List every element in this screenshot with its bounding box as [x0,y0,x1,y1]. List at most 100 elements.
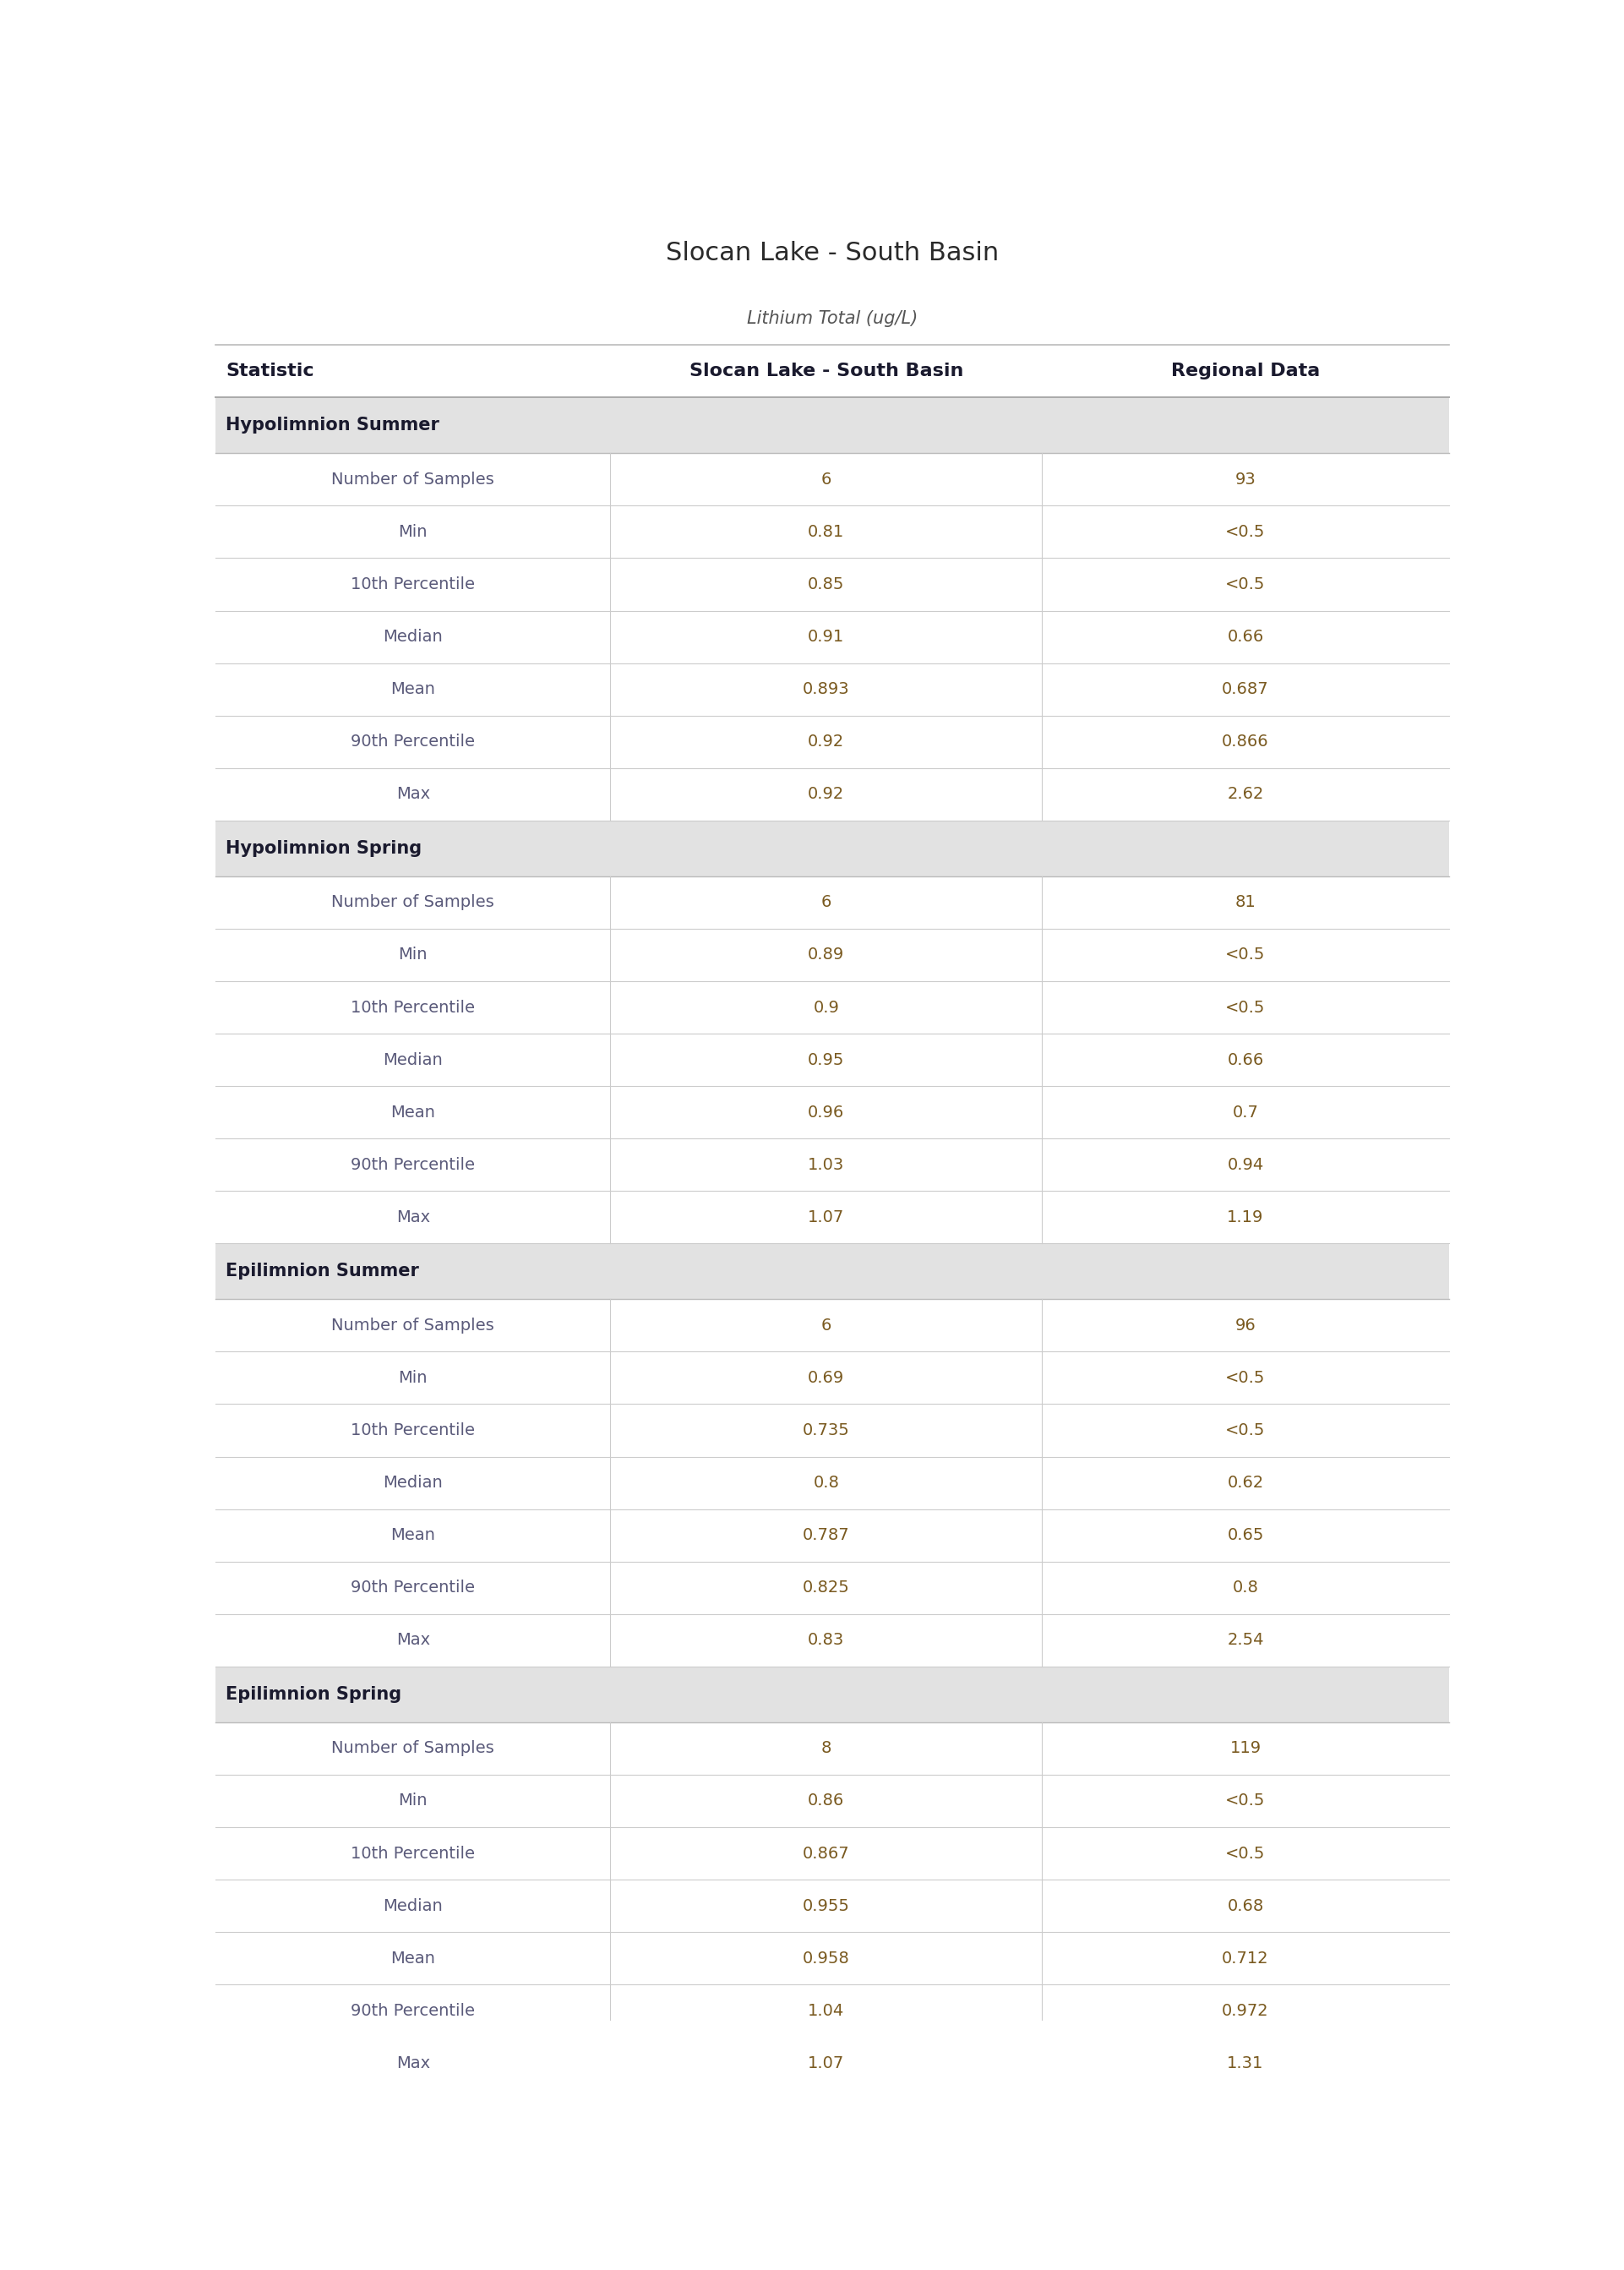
Text: Mean: Mean [391,1528,435,1544]
Text: 0.69: 0.69 [807,1369,844,1387]
Text: 8: 8 [820,1741,831,1757]
Bar [216,1984,1449,2036]
Text: 0.8: 0.8 [814,1476,840,1491]
Bar [216,1033,1449,1085]
Text: 93: 93 [1234,472,1255,488]
Text: 0.867: 0.867 [802,1846,849,1861]
Text: Median: Median [383,1051,443,1067]
Text: 0.83: 0.83 [807,1632,844,1648]
Text: Median: Median [383,1898,443,1914]
Bar [216,506,1449,558]
Text: 1.04: 1.04 [807,2002,844,2018]
Text: 0.92: 0.92 [807,733,844,749]
Text: 0.65: 0.65 [1228,1528,1263,1544]
Text: 0.687: 0.687 [1221,681,1268,697]
Text: 10th Percentile: 10th Percentile [351,1423,476,1439]
Text: 119: 119 [1229,1741,1262,1757]
Text: 90th Percentile: 90th Percentile [351,2002,476,2018]
Text: Mean: Mean [391,681,435,697]
Text: 0.66: 0.66 [1228,1051,1263,1067]
Text: 90th Percentile: 90th Percentile [351,1580,476,1596]
Text: 0.85: 0.85 [807,577,844,592]
Text: 90th Percentile: 90th Percentile [351,733,476,749]
Bar [216,1827,1449,1880]
Text: <0.5: <0.5 [1226,1369,1265,1387]
Text: 0.68: 0.68 [1228,1898,1263,1914]
Text: 0.825: 0.825 [802,1580,849,1596]
Text: Mean: Mean [391,1103,435,1121]
Bar [216,1244,1449,1298]
Text: 0.866: 0.866 [1221,733,1268,749]
Text: 0.972: 0.972 [1221,2002,1268,2018]
Bar [216,1666,1449,1723]
Text: 0.893: 0.893 [802,681,849,697]
Text: 96: 96 [1234,1317,1255,1332]
Bar [216,1298,1449,1351]
Text: Median: Median [383,629,443,645]
Bar [216,1723,1449,1775]
Text: <0.5: <0.5 [1226,1423,1265,1439]
Text: Median: Median [383,1476,443,1491]
Text: 1.07: 1.07 [807,1210,844,1226]
Text: 0.7: 0.7 [1233,1103,1259,1121]
Text: 0.81: 0.81 [807,524,844,540]
Text: 6: 6 [820,472,831,488]
Text: 0.8: 0.8 [1233,1580,1259,1596]
Bar [216,819,1449,876]
Text: Min: Min [398,524,427,540]
Bar [216,1614,1449,1666]
Bar [216,454,1449,506]
Text: 0.9: 0.9 [814,999,840,1015]
Text: Max: Max [396,785,430,801]
Text: <0.5: <0.5 [1226,1793,1265,1809]
Text: Slocan Lake - South Basin: Slocan Lake - South Basin [689,363,963,379]
Text: 0.89: 0.89 [807,947,844,962]
Text: 0.66: 0.66 [1228,629,1263,645]
Text: Number of Samples: Number of Samples [331,1741,494,1757]
Text: 0.95: 0.95 [807,1051,844,1067]
Text: <0.5: <0.5 [1226,999,1265,1015]
Bar [216,1562,1449,1614]
Text: Epilimnion Summer: Epilimnion Summer [226,1262,419,1280]
Bar [216,2036,1449,2088]
Text: 0.955: 0.955 [802,1898,849,1914]
Text: Slocan Lake - South Basin: Slocan Lake - South Basin [666,241,999,266]
Bar [216,1351,1449,1405]
Bar [216,1192,1449,1244]
Bar [216,928,1449,981]
Text: 10th Percentile: 10th Percentile [351,577,476,592]
Text: <0.5: <0.5 [1226,947,1265,962]
Text: Statistic: Statistic [226,363,313,379]
Text: 2.54: 2.54 [1228,1632,1263,1648]
Bar [216,1140,1449,1192]
Text: 10th Percentile: 10th Percentile [351,999,476,1015]
Bar [216,981,1449,1033]
Text: 0.92: 0.92 [807,785,844,801]
Text: <0.5: <0.5 [1226,524,1265,540]
Bar [216,611,1449,663]
Bar [216,1880,1449,1932]
Text: Mean: Mean [391,1950,435,1966]
Bar [216,1085,1449,1140]
Bar [216,663,1449,715]
Text: Number of Samples: Number of Samples [331,894,494,910]
Bar [216,397,1449,454]
Bar [216,1510,1449,1562]
Text: 0.787: 0.787 [802,1528,849,1544]
Text: 6: 6 [820,1317,831,1332]
Text: Lithium Total (ug/L): Lithium Total (ug/L) [747,311,918,327]
Text: Min: Min [398,1793,427,1809]
Bar [216,558,1449,611]
Text: 0.86: 0.86 [807,1793,844,1809]
Text: 0.62: 0.62 [1228,1476,1263,1491]
Text: Max: Max [396,1632,430,1648]
Text: Hypolimnion Spring: Hypolimnion Spring [226,840,422,856]
Text: 1.03: 1.03 [807,1158,844,1174]
Text: 1.07: 1.07 [807,2054,844,2070]
Bar [216,876,1449,928]
Text: Max: Max [396,1210,430,1226]
Text: 10th Percentile: 10th Percentile [351,1846,476,1861]
Text: 81: 81 [1234,894,1255,910]
Text: Max: Max [396,2054,430,2070]
Text: 0.91: 0.91 [807,629,844,645]
